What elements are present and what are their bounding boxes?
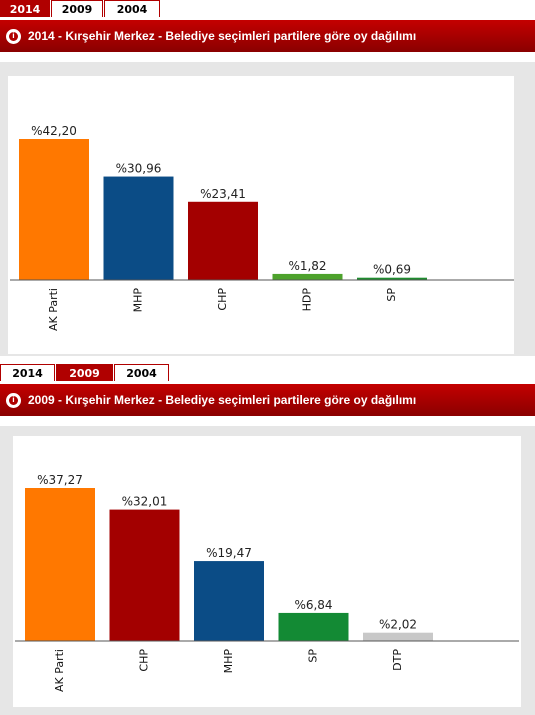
data-label: %19,47 bbox=[206, 546, 252, 560]
bar-chart: %42,20 AK Parti %30,96 MHP %23,41 CHP %1,82 HDP… bbox=[8, 76, 514, 354]
year-tabs: 2014 2009 2004 bbox=[0, 364, 170, 382]
category-label: MHP bbox=[132, 288, 145, 313]
bar[interactable] bbox=[109, 509, 180, 641]
data-label: %0,69 bbox=[373, 263, 411, 277]
info-icon: i bbox=[6, 392, 21, 408]
chart-panel-2014: 2014 2009 2004 i 2014 - Kırşehir Merkez … bbox=[0, 0, 535, 356]
data-label: %23,41 bbox=[200, 187, 246, 201]
chart-header: i 2009 - Kırşehir Merkez - Belediye seçi… bbox=[0, 384, 535, 416]
tab-2009[interactable]: 2009 bbox=[56, 364, 113, 381]
bar[interactable] bbox=[19, 139, 89, 280]
category-label: AK Parti bbox=[47, 288, 60, 331]
info-icon: i bbox=[6, 28, 21, 44]
chart-header: i 2014 - Kırşehir Merkez - Belediye seçi… bbox=[0, 20, 535, 52]
data-label: %42,20 bbox=[31, 124, 77, 138]
category-label: AK Parti bbox=[53, 649, 66, 692]
bar[interactable] bbox=[272, 273, 343, 280]
category-label: DTP bbox=[391, 649, 404, 671]
data-label: %1,82 bbox=[288, 259, 326, 273]
category-label: CHP bbox=[216, 288, 229, 311]
tab-2014[interactable]: 2014 bbox=[0, 0, 50, 17]
data-label: %32,01 bbox=[122, 495, 168, 509]
data-label: %6,84 bbox=[294, 598, 332, 612]
bar[interactable] bbox=[278, 612, 349, 641]
bar[interactable] bbox=[357, 277, 427, 280]
tab-2004[interactable]: 2004 bbox=[114, 364, 169, 381]
chart-title: 2014 - Kırşehir Merkez - Belediye seçiml… bbox=[28, 29, 417, 43]
chart-area: %42,20 AK Parti %30,96 MHP %23,41 CHP %1,82 HDP… bbox=[0, 62, 535, 356]
category-label: SP bbox=[385, 288, 398, 302]
data-label: %37,27 bbox=[37, 473, 83, 487]
bar[interactable] bbox=[363, 632, 433, 641]
bar[interactable] bbox=[103, 176, 174, 280]
data-label: %2,02 bbox=[379, 618, 417, 632]
category-label: MHP bbox=[222, 649, 235, 674]
tab-2004[interactable]: 2004 bbox=[104, 0, 160, 17]
bar-chart: %37,27 AK Parti %32,01 CHP %19,47 MHP %6,84 SP%… bbox=[13, 436, 521, 707]
chart-title: 2009 - Kırşehir Merkez - Belediye seçiml… bbox=[28, 393, 417, 407]
plot-background bbox=[13, 436, 521, 707]
bar[interactable] bbox=[188, 201, 258, 280]
plot-background bbox=[8, 76, 514, 354]
tab-2009[interactable]: 2009 bbox=[51, 0, 103, 17]
tab-2014[interactable]: 2014 bbox=[0, 364, 55, 381]
chart-panel-2009: 2014 2009 2004 i 2009 - Kırşehir Merkez … bbox=[0, 364, 535, 715]
year-tabs: 2014 2009 2004 bbox=[0, 0, 161, 18]
category-label: SP bbox=[307, 649, 320, 663]
bar[interactable] bbox=[194, 561, 264, 641]
data-label: %30,96 bbox=[116, 162, 162, 176]
bar[interactable] bbox=[25, 488, 95, 641]
category-label: CHP bbox=[138, 649, 151, 672]
category-label: HDP bbox=[301, 288, 314, 312]
chart-area: %37,27 AK Parti %32,01 CHP %19,47 MHP %6,84 SP%… bbox=[0, 426, 535, 715]
